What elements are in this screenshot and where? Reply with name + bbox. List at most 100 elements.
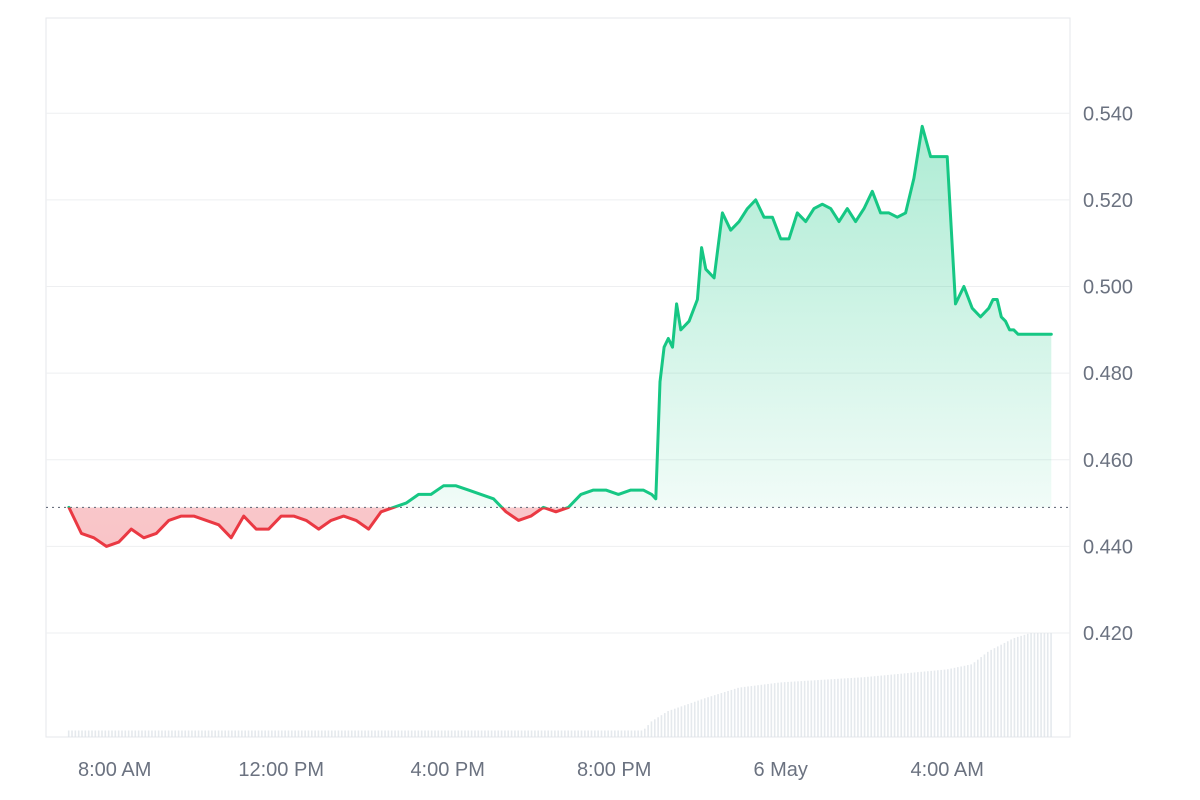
volume-bar	[807, 680, 809, 737]
volume-bar	[464, 730, 466, 737]
volume-bar	[360, 730, 363, 737]
volume-bar	[111, 730, 113, 737]
volume-bar	[937, 670, 939, 737]
volume-bar	[853, 677, 856, 737]
volume-bar	[1036, 633, 1039, 737]
volume-bar	[284, 730, 286, 737]
volume-bar	[1016, 636, 1019, 737]
volume-bar	[124, 730, 127, 737]
volume-bar	[907, 673, 909, 737]
volume-bar	[653, 719, 656, 737]
volume-bar	[910, 672, 913, 737]
volume-bar	[757, 685, 759, 737]
volume-bar	[77, 730, 80, 737]
volume-bar	[417, 730, 420, 737]
volume-bar	[800, 681, 803, 737]
volume-bar	[261, 730, 263, 737]
volume-bar	[537, 730, 540, 737]
volume-bar	[677, 707, 679, 737]
volume-bar	[304, 730, 306, 737]
volume-bar	[257, 730, 260, 737]
volume-bar	[384, 730, 386, 737]
volume-bar	[97, 730, 100, 737]
volume-bar	[330, 730, 333, 737]
x-axis-labels: 8:00 AM 12:00 PM 4:00 PM 8:00 PM 6 May 4:00 A…	[78, 759, 984, 781]
y-tick-label: 0.480	[1083, 363, 1133, 385]
volume-bar	[687, 704, 689, 737]
volume-bar	[773, 683, 776, 737]
volume-bar	[171, 730, 173, 737]
volume-bar	[121, 730, 123, 737]
volume-bar	[953, 667, 956, 737]
volume-bar	[680, 706, 683, 737]
volume-bar	[797, 681, 799, 737]
volume-bar	[147, 730, 150, 737]
volume-bar	[387, 730, 390, 737]
volume-bar	[137, 730, 140, 737]
volume-bar	[291, 730, 293, 737]
volume-bar	[71, 730, 73, 737]
volume-bar	[397, 730, 400, 737]
volume-bar	[264, 730, 266, 737]
volume-bar	[783, 682, 786, 737]
volume-bar	[917, 672, 919, 737]
volume-bar	[534, 730, 536, 737]
volume-bar	[310, 730, 313, 737]
volume-bar	[347, 730, 350, 737]
x-tick-label: 4:00 PM	[410, 759, 484, 781]
volume-bar	[850, 677, 853, 737]
volume-bar	[710, 696, 713, 737]
volume-bar	[1050, 633, 1052, 737]
volume-bar	[723, 692, 726, 737]
volume-bar	[420, 730, 423, 737]
volume-bar	[983, 654, 986, 737]
volume-bar	[770, 683, 773, 737]
volume-bar	[970, 664, 972, 737]
volume-bar	[750, 686, 753, 737]
volume-bar	[620, 730, 623, 737]
volume-bar	[314, 730, 316, 737]
volume-bar	[887, 674, 889, 737]
volume-bar	[527, 730, 530, 737]
volume-bar	[187, 730, 190, 737]
volume-bar	[1043, 633, 1046, 737]
volume-bar	[244, 730, 246, 737]
volume-bar	[271, 730, 273, 737]
volume-bar	[957, 667, 959, 737]
volume-bar	[877, 675, 879, 737]
volume-bar	[733, 688, 736, 737]
volume-bar	[394, 730, 396, 737]
volume-bar	[920, 671, 922, 737]
x-tick-label: 6 May	[753, 759, 807, 781]
volume-bar	[743, 686, 746, 737]
volume-bar	[101, 730, 103, 737]
volume-bar	[154, 730, 157, 737]
volume-bar	[577, 730, 579, 737]
volume-bar	[470, 730, 473, 737]
volume-bar	[847, 678, 849, 737]
volume-bar	[427, 730, 430, 737]
volume-bar	[460, 730, 463, 737]
volume-bar	[963, 665, 966, 737]
volume-bar	[996, 646, 999, 737]
volume-bar	[554, 730, 556, 737]
volume-bar	[497, 730, 500, 737]
volume-bar	[617, 730, 619, 737]
volume-bar	[67, 730, 70, 737]
volume-bar	[237, 730, 240, 737]
y-tick-label: 0.420	[1083, 623, 1133, 645]
volume-bar	[760, 684, 763, 737]
volume-bar	[390, 730, 393, 737]
volume-bar	[713, 695, 716, 737]
volume-bar	[251, 730, 253, 737]
volume-bar	[810, 680, 813, 737]
volume-bar	[817, 680, 819, 737]
volume-bar	[467, 730, 470, 737]
volume-bar	[587, 730, 589, 737]
volume-bar	[560, 730, 563, 737]
volume-bar	[201, 730, 203, 737]
volume-bar	[450, 730, 453, 737]
volume-bar	[510, 730, 513, 737]
volume-bar	[787, 681, 789, 737]
volume-bar	[457, 730, 460, 737]
